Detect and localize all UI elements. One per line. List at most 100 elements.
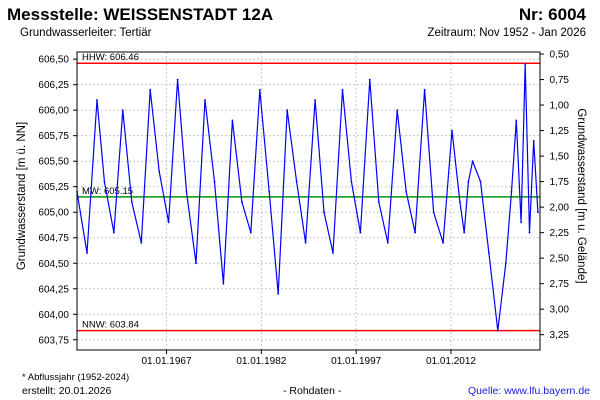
y-axis-label-right: Grundwasserstand [m u. Gelände] xyxy=(575,108,587,283)
y-tick-label-right: 2,00 xyxy=(550,203,570,214)
series-point xyxy=(479,180,482,183)
series-point xyxy=(176,78,179,81)
period-label: Zeitraum: Nov 1952 - Jan 2026 xyxy=(427,27,586,39)
series-point xyxy=(332,252,334,254)
series-point xyxy=(496,329,499,332)
y-tick-label-left: 605,50 xyxy=(38,157,69,168)
series-point xyxy=(213,180,216,183)
series-point xyxy=(451,129,453,132)
x-tick-label: 01.01.2012 xyxy=(426,356,476,367)
y-tick-label-left: 604,50 xyxy=(38,259,69,270)
y-tick-label-right: 2,50 xyxy=(550,254,570,265)
series-point xyxy=(158,170,161,173)
y-axis-label-left: Grundwasserstand [m ü. NN] xyxy=(16,122,28,270)
series-point xyxy=(113,231,115,234)
series-point xyxy=(463,231,466,234)
series-point xyxy=(204,99,206,101)
series-point xyxy=(459,201,461,203)
y-tick-label-left: 605,25 xyxy=(38,182,69,193)
series-point xyxy=(510,190,513,193)
x-tick-label: 01.01.1967 xyxy=(142,356,192,367)
series-point xyxy=(520,221,522,224)
series-point xyxy=(241,201,243,203)
source-link[interactable]: Quelle: www.lfu.bayern.de xyxy=(468,385,590,397)
series-point xyxy=(304,241,307,244)
series-point xyxy=(405,190,408,193)
y-tick-label-left: 603,75 xyxy=(38,335,69,346)
series-point xyxy=(314,99,316,101)
x-tick-label: 01.01.1982 xyxy=(236,356,286,367)
y-tick-label-right: 1,50 xyxy=(550,152,570,163)
series-point xyxy=(423,88,426,91)
series-point xyxy=(295,180,298,183)
series-point xyxy=(537,211,539,214)
y-tick-label-right: 2,75 xyxy=(550,279,570,290)
grid-layer xyxy=(77,52,540,350)
series-point xyxy=(96,99,98,101)
series-point xyxy=(277,293,280,295)
created-date: erstellt: 20.01.2026 xyxy=(22,385,112,397)
station-number: Nr: 6004 xyxy=(518,5,586,24)
footnote: * Abflussjahr (1952-2024) xyxy=(22,372,130,383)
series-point xyxy=(515,119,518,122)
series-point xyxy=(432,211,435,214)
series-point xyxy=(341,88,344,91)
series-point xyxy=(442,241,444,244)
y-tick-label-right: 1,25 xyxy=(550,126,570,137)
raw-data-label: - Rohdaten - xyxy=(283,385,342,397)
series-point xyxy=(532,139,535,142)
series-point xyxy=(359,231,362,234)
series-point xyxy=(140,241,143,244)
series-point xyxy=(195,262,197,265)
series-point xyxy=(121,109,124,112)
series-point xyxy=(231,119,234,122)
series-point xyxy=(323,211,325,214)
reference-line-label: NNW: 603.84 xyxy=(82,320,139,331)
series-point xyxy=(268,190,271,193)
series-point xyxy=(467,180,470,183)
aquifer-label: Grundwasserleiter: Tertiär xyxy=(20,27,152,39)
plot-frame xyxy=(76,51,541,351)
series-point xyxy=(167,221,170,224)
series-point xyxy=(524,63,527,66)
series-point xyxy=(222,282,225,285)
series-point xyxy=(504,262,507,265)
series-point xyxy=(528,231,531,234)
series-point xyxy=(488,252,490,254)
y-tick-label-right: 3,25 xyxy=(550,330,570,341)
y-tick-label-right: 0,75 xyxy=(550,75,570,86)
y-tick-label-right: 1,75 xyxy=(550,177,570,188)
series-point xyxy=(86,252,88,254)
y-tick-label-right: 3,00 xyxy=(550,305,570,316)
series-point xyxy=(249,231,252,234)
series-point xyxy=(471,160,474,163)
series-point xyxy=(286,109,289,112)
ticks-layer: 603,75 604,00 604,25 604,50 604,75 605,00 605,… xyxy=(38,50,569,367)
y-tick-label-right: 0,50 xyxy=(550,50,570,61)
series-point xyxy=(386,241,389,244)
y-tick-label-right: 1,00 xyxy=(550,101,570,112)
y-tick-label-left: 606,50 xyxy=(38,55,69,66)
series-point xyxy=(149,88,152,91)
series-point xyxy=(103,180,106,183)
y-tick-label-left: 604,00 xyxy=(38,310,69,321)
reference-line-label: MW: 605.15 xyxy=(82,186,133,197)
y-tick-label-left: 606,25 xyxy=(38,80,69,91)
y-tick-label-left: 604,25 xyxy=(38,284,69,295)
series-point xyxy=(350,180,353,183)
series-point xyxy=(258,88,261,91)
y-tick-label-right: 2,25 xyxy=(550,228,570,239)
reference-line-label: HHW: 606.46 xyxy=(82,52,139,63)
y-tick-label-left: 604,75 xyxy=(38,233,69,244)
series-point xyxy=(396,109,399,112)
series-point xyxy=(130,201,133,203)
series-point xyxy=(414,231,416,234)
series-layer xyxy=(76,63,539,332)
y-tick-label-left: 605,00 xyxy=(38,208,69,219)
series-point xyxy=(185,190,188,193)
y-tick-label-left: 606,00 xyxy=(38,106,69,117)
series-point xyxy=(368,78,371,81)
series-point xyxy=(377,201,380,203)
